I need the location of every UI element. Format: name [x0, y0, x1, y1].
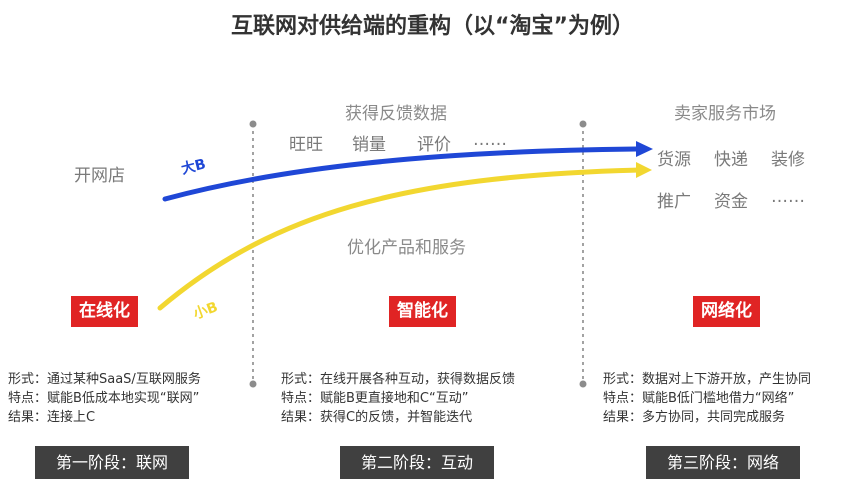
page-title: 互联网对供给端的重构（以“淘宝”为例） [231, 14, 634, 39]
optimize-label: 优化产品和服务 [347, 238, 466, 258]
big-b-arrow [162, 146, 643, 202]
big-b-arrowhead [636, 141, 653, 157]
market-item-5: 资金 [714, 192, 748, 212]
phase-2-badge: 智能化 [389, 296, 456, 327]
divider-dot-bottom-1 [249, 380, 257, 388]
feedback-item-1: 旺旺 [289, 135, 323, 155]
stage-2-label: 第二阶段：互动 [340, 446, 494, 479]
phase-1-line-3: 结果：连接上C [8, 410, 96, 425]
phase-1-line-1: 形式：通过某种SaaS/互联网服务 [8, 372, 201, 387]
feedback-item-2: 销量 [352, 135, 386, 155]
market-heading: 卖家服务市场 [674, 104, 776, 124]
phase-3-line-1: 形式：数据对上下游开放，产生协同 [603, 372, 812, 387]
phase-3-line-3: 结果：多方协同，共同完成服务 [603, 410, 786, 425]
market-item-6: …… [771, 187, 805, 207]
stage-1-label: 第一阶段：联网 [35, 446, 189, 479]
phase-2-line-3: 结果：获得C的反馈，并智能迭代 [281, 410, 473, 425]
divider-dot-top-1 [249, 120, 257, 128]
phase-2-line-1: 形式：在线开展各种互动，获得数据反馈 [281, 372, 516, 387]
feedback-heading: 获得反馈数据 [345, 104, 447, 124]
phase-3-line-2: 特点：赋能B低门槛地借力“网络” [603, 391, 795, 406]
phase-1-badge: 在线化 [71, 296, 138, 327]
phase-2-line-2: 特点：赋能B更直接地和C“互动” [281, 391, 469, 406]
market-item-1: 货源 [657, 150, 691, 170]
divider-dot-bottom-2 [579, 380, 587, 388]
market-item-4: 推广 [657, 192, 691, 212]
small-b-arrowhead [636, 162, 652, 178]
feedback-item-3: 评价 [417, 135, 451, 155]
market-item-2: 快递 [714, 150, 748, 170]
market-item-3: 装修 [771, 150, 805, 170]
feedback-item-4: …… [473, 130, 507, 150]
left-label: 开网店 [74, 166, 125, 186]
divider-dot-top-2 [579, 120, 587, 128]
stage-3-label: 第三阶段：网络 [646, 446, 800, 479]
phase-3-badge: 网络化 [693, 296, 760, 327]
phase-1-line-2: 特点：赋能B低成本地实现“联网” [8, 391, 200, 406]
small-b-arrow [157, 167, 643, 311]
